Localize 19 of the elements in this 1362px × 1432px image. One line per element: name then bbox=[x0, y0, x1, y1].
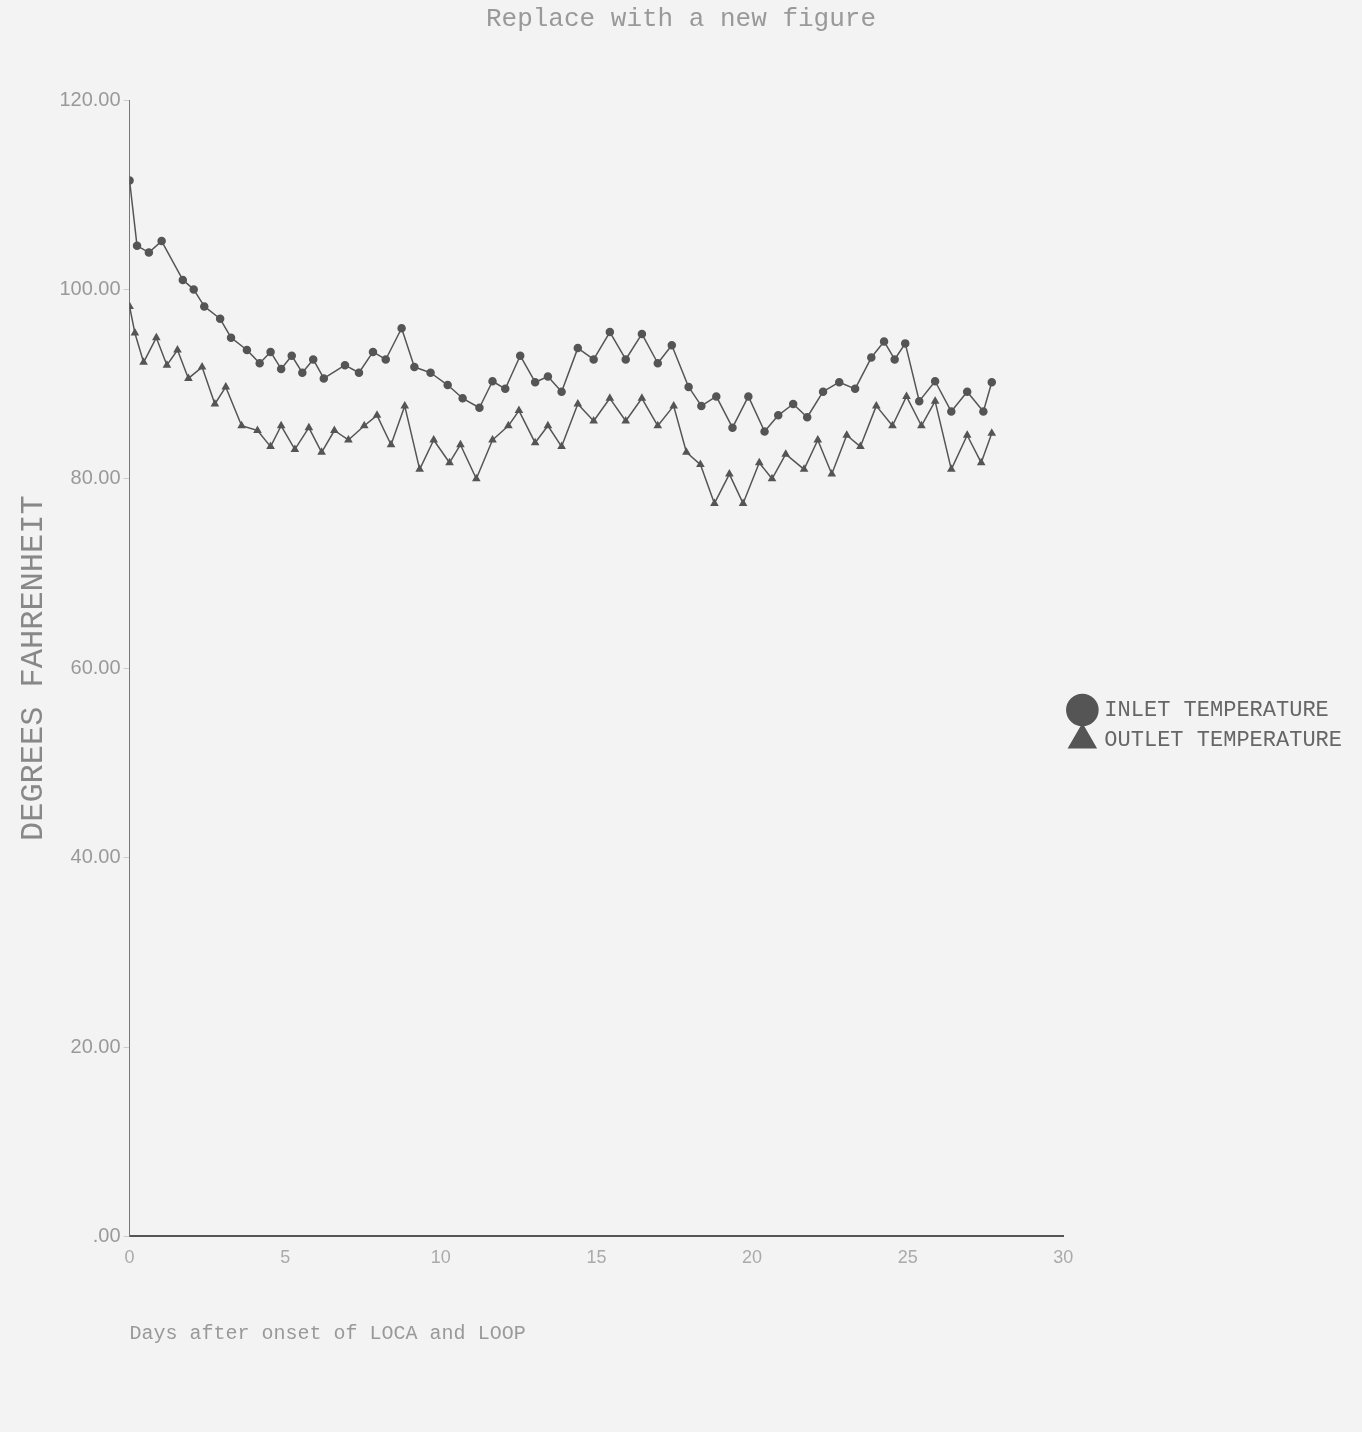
y-tick-label: 120.00 bbox=[59, 87, 121, 110]
x-tick-label: 0 bbox=[124, 1247, 135, 1268]
y-axis-title: DEGREES FAHRENHEIT bbox=[14, 495, 52, 842]
x-tick-label: 15 bbox=[586, 1247, 607, 1268]
y-tick-label: 60.00 bbox=[70, 655, 121, 678]
x-tick-label: 30 bbox=[1053, 1247, 1074, 1268]
y-tick-label: 80.00 bbox=[70, 466, 121, 489]
y-tick-label: 100.00 bbox=[59, 276, 121, 299]
x-tick-label: 5 bbox=[280, 1247, 291, 1268]
y-tick-label: .00 bbox=[92, 1223, 121, 1246]
x-tick-label: 20 bbox=[742, 1247, 763, 1268]
y-tick-label: 20.00 bbox=[70, 1034, 121, 1057]
legend-label: OUTLET TEMPERATURE bbox=[1104, 727, 1342, 753]
chart-title: Replace with a new figure bbox=[484, 4, 878, 34]
x-axis-title: Days after onset of LOCA and LOOP bbox=[129, 1322, 526, 1346]
y-tick-label: 40.00 bbox=[70, 845, 121, 868]
x-tick-label: 25 bbox=[897, 1247, 918, 1268]
legend-label: INLET TEMPERATURE bbox=[1104, 697, 1329, 723]
x-tick-label: 10 bbox=[430, 1247, 451, 1268]
